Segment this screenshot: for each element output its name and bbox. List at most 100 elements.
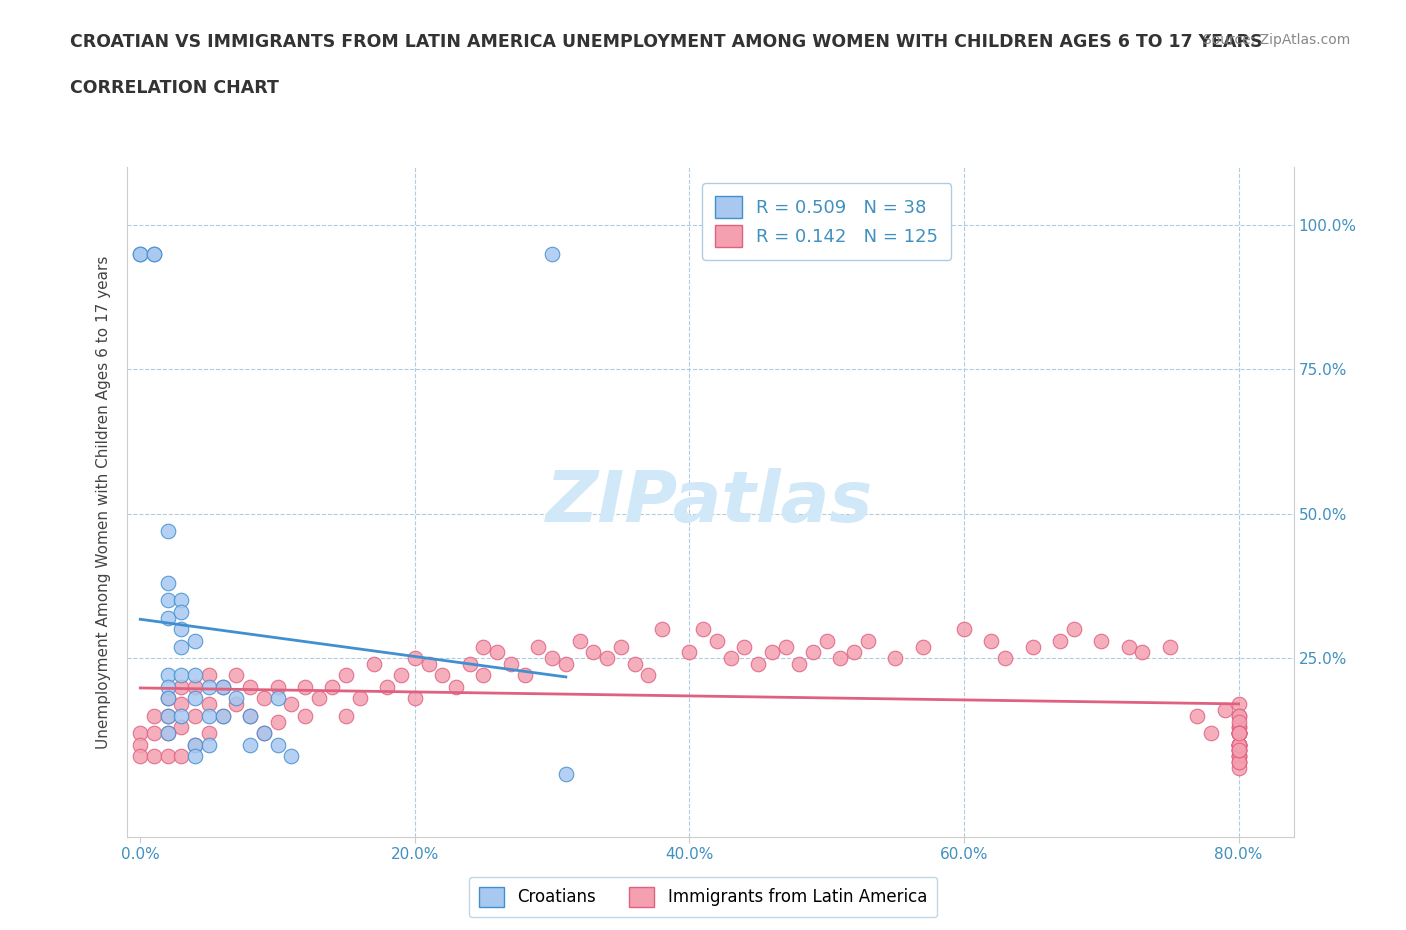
Point: [198, 668, 221, 683]
Point: [184, 668, 207, 683]
Point: [170, 680, 193, 695]
Point: [444, 680, 467, 695]
Point: [280, 697, 302, 711]
Point: [129, 737, 152, 752]
Point: [1021, 639, 1043, 654]
Point: [953, 622, 976, 637]
Point: [801, 644, 824, 659]
Point: [239, 709, 262, 724]
Point: [541, 651, 564, 666]
Point: [486, 644, 509, 659]
Point: [294, 680, 316, 695]
Point: [1049, 633, 1071, 648]
Point: [156, 691, 179, 706]
Point: [1227, 709, 1250, 724]
Point: [637, 668, 659, 683]
Point: [1227, 725, 1250, 740]
Point: [747, 657, 769, 671]
Point: [253, 725, 276, 740]
Point: [623, 657, 645, 671]
Point: [389, 668, 412, 683]
Point: [787, 657, 810, 671]
Point: [239, 680, 262, 695]
Point: [266, 680, 288, 695]
Point: [404, 651, 426, 666]
Point: [170, 622, 193, 637]
Point: [266, 714, 288, 729]
Point: [184, 737, 207, 752]
Point: [1199, 725, 1222, 740]
Point: [844, 644, 866, 659]
Point: [156, 593, 179, 608]
Point: [1227, 743, 1250, 758]
Text: CROATIAN VS IMMIGRANTS FROM LATIN AMERICA UNEMPLOYMENT AMONG WOMEN WITH CHILDREN: CROATIAN VS IMMIGRANTS FROM LATIN AMERIC…: [70, 33, 1263, 50]
Point: [1227, 749, 1250, 764]
Point: [472, 639, 495, 654]
Point: [156, 610, 179, 625]
Point: [156, 576, 179, 591]
Point: [1227, 754, 1250, 769]
Point: [156, 680, 179, 695]
Point: [239, 737, 262, 752]
Point: [170, 697, 193, 711]
Point: [211, 709, 233, 724]
Point: [1227, 743, 1250, 758]
Point: [1227, 709, 1250, 724]
Point: [225, 697, 247, 711]
Point: [170, 639, 193, 654]
Point: [184, 691, 207, 706]
Point: [513, 668, 536, 683]
Point: [554, 766, 576, 781]
Point: [472, 668, 495, 683]
Point: [994, 651, 1017, 666]
Point: [1227, 725, 1250, 740]
Point: [1227, 761, 1250, 776]
Text: CORRELATION CHART: CORRELATION CHART: [70, 79, 280, 97]
Point: [321, 680, 343, 695]
Point: [1227, 720, 1250, 735]
Point: [156, 524, 179, 538]
Point: [198, 697, 221, 711]
Text: ZIPatlas: ZIPatlas: [547, 468, 873, 537]
Point: [156, 725, 179, 740]
Point: [143, 709, 166, 724]
Point: [156, 709, 179, 724]
Point: [156, 691, 179, 706]
Point: [184, 633, 207, 648]
Point: [253, 691, 276, 706]
Point: [856, 633, 879, 648]
Point: [1227, 697, 1250, 711]
Point: [129, 246, 152, 261]
Point: [1159, 639, 1181, 654]
Point: [280, 749, 302, 764]
Point: [170, 604, 193, 619]
Point: [1227, 749, 1250, 764]
Point: [706, 633, 728, 648]
Point: [184, 680, 207, 695]
Point: [1187, 709, 1209, 724]
Point: [1063, 622, 1085, 637]
Point: [1227, 714, 1250, 729]
Point: [1227, 737, 1250, 752]
Y-axis label: Unemployment Among Women with Children Ages 6 to 17 years: Unemployment Among Women with Children A…: [96, 256, 111, 749]
Point: [170, 593, 193, 608]
Point: [1227, 737, 1250, 752]
Point: [541, 246, 564, 261]
Point: [418, 657, 440, 671]
Legend: R = 0.509   N = 38, R = 0.142   N = 125: R = 0.509 N = 38, R = 0.142 N = 125: [703, 183, 950, 259]
Point: [1227, 725, 1250, 740]
Point: [363, 657, 385, 671]
Point: [349, 691, 371, 706]
Point: [761, 644, 783, 659]
Point: [404, 691, 426, 706]
Point: [830, 651, 852, 666]
Point: [143, 725, 166, 740]
Point: [1227, 720, 1250, 735]
Point: [815, 633, 838, 648]
Point: [692, 622, 714, 637]
Point: [266, 737, 288, 752]
Point: [225, 691, 247, 706]
Point: [211, 680, 233, 695]
Point: [1227, 743, 1250, 758]
Point: [582, 644, 605, 659]
